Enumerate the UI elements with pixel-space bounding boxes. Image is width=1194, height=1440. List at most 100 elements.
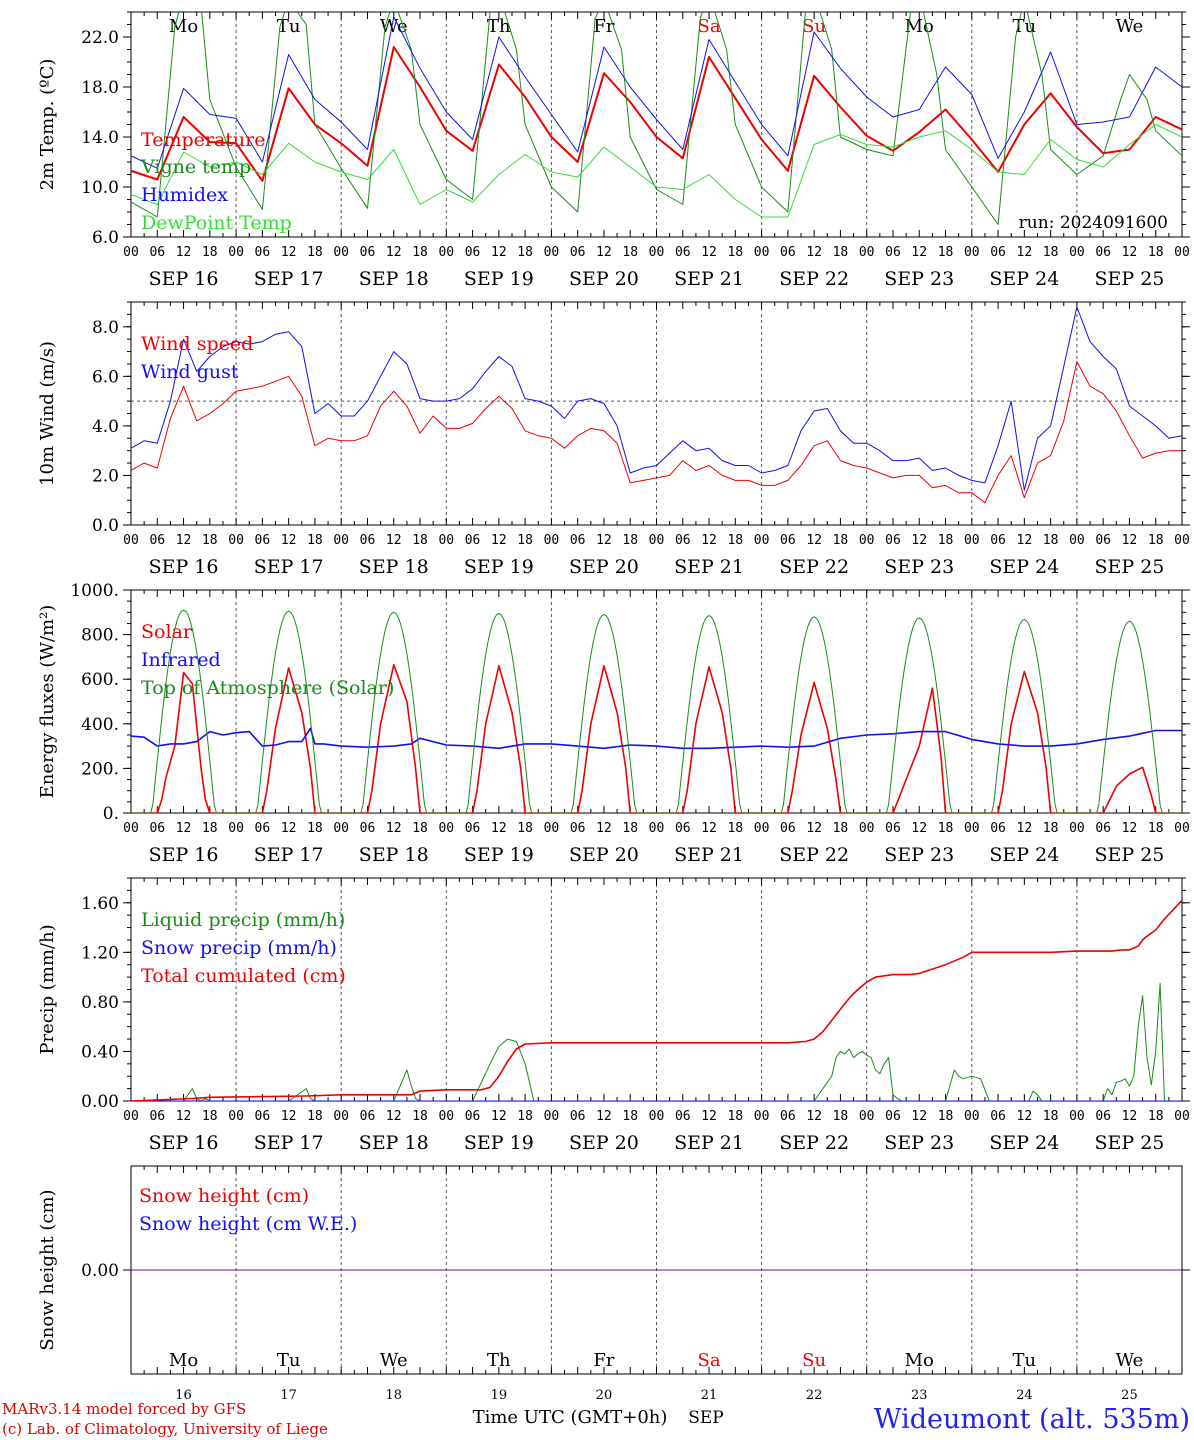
hour-tick-label: 06 bbox=[360, 245, 376, 260]
date-label: SEP 16 bbox=[149, 556, 219, 578]
hour-tick-label: 06 bbox=[149, 821, 165, 836]
hour-tick-label: 18 bbox=[727, 533, 743, 548]
hour-tick-label: 12 bbox=[386, 533, 402, 548]
hour-tick-label: 18 bbox=[202, 533, 218, 548]
date-label: SEP 17 bbox=[254, 844, 324, 866]
date-label: SEP 25 bbox=[1095, 1132, 1165, 1154]
hour-tick-label: 06 bbox=[990, 245, 1006, 260]
hour-tick-label: 18 bbox=[833, 821, 849, 836]
hour-tick-label: 06 bbox=[1095, 245, 1111, 260]
hour-tick-label: 12 bbox=[491, 245, 507, 260]
hour-tick-label: 00 bbox=[859, 821, 875, 836]
hour-tick-label: 06 bbox=[465, 533, 481, 548]
weekday-label: Tu bbox=[1013, 16, 1037, 37]
footer-month: SEP bbox=[688, 1408, 724, 1428]
hour-tick-label: 06 bbox=[360, 1109, 376, 1124]
hour-tick-label: 18 bbox=[1043, 1109, 1059, 1124]
y-tick-label: 22.0 bbox=[81, 28, 119, 48]
footer-axis-title: Time UTC (GMT+0h) bbox=[473, 1407, 668, 1428]
date-label: SEP 19 bbox=[464, 556, 534, 578]
weekday-label: Mo bbox=[169, 16, 198, 37]
hour-tick-label: 18 bbox=[833, 1109, 849, 1124]
hour-tick-label: 12 bbox=[176, 245, 192, 260]
weekday-label: Sa bbox=[698, 16, 721, 37]
y-tick-label: 0.80 bbox=[81, 993, 119, 1013]
hour-tick-label: 00 bbox=[1069, 533, 1085, 548]
hour-tick-label: 06 bbox=[675, 533, 691, 548]
hour-tick-label: 12 bbox=[491, 533, 507, 548]
y-tick-label: 0. bbox=[103, 804, 119, 824]
hour-tick-label: 06 bbox=[360, 533, 376, 548]
y-axis-label: 2m Temp. (ºC) bbox=[37, 59, 58, 191]
hour-tick-label: 06 bbox=[675, 821, 691, 836]
panel-2: 0.0 2.0 4.0 6.0 8.0 10m Wind (m/s) 00 06 12 18 00 0… bbox=[37, 301, 1190, 578]
series-group bbox=[131, 306, 1182, 504]
hour-tick-label: 12 bbox=[911, 821, 927, 836]
hour-tick-label: 06 bbox=[465, 1109, 481, 1124]
hour-tick-label: 18 bbox=[938, 821, 954, 836]
date-label: SEP 24 bbox=[989, 844, 1059, 866]
weekday-label: Th bbox=[487, 1350, 511, 1371]
y-tick-label: 1.20 bbox=[81, 943, 119, 963]
date-label: SEP 23 bbox=[884, 268, 954, 290]
hour-tick-label: 18 bbox=[727, 245, 743, 260]
hour-tick-label: 06 bbox=[885, 245, 901, 260]
hour-tick-label: 18 bbox=[622, 533, 638, 548]
date-label: SEP 22 bbox=[779, 268, 849, 290]
day-number-label: 25 bbox=[1121, 1388, 1138, 1403]
hour-tick-label: 06 bbox=[149, 533, 165, 548]
day-number-label: 20 bbox=[596, 1388, 613, 1403]
hour-tick-label: 00 bbox=[859, 245, 875, 260]
hour-tick-label: 12 bbox=[701, 1109, 717, 1124]
hour-tick-label: 00 bbox=[1069, 1109, 1085, 1124]
hour-tick-label: 12 bbox=[1122, 821, 1138, 836]
hour-tick-label: 00 bbox=[228, 1109, 244, 1124]
hour-tick-label: 12 bbox=[176, 533, 192, 548]
date-label: SEP 18 bbox=[359, 1132, 429, 1154]
hour-tick-label: 12 bbox=[1122, 245, 1138, 260]
hour-tick-label: 06 bbox=[780, 245, 796, 260]
y-tick-label: 1.60 bbox=[81, 894, 119, 914]
hour-tick-label: 06 bbox=[1095, 533, 1111, 548]
date-label: SEP 19 bbox=[464, 1132, 534, 1154]
hour-tick-label: 06 bbox=[885, 533, 901, 548]
y-tick-label: 0.00 bbox=[81, 1261, 119, 1281]
hour-tick-label: 12 bbox=[1017, 533, 1033, 548]
hour-tick-label: 00 bbox=[1069, 245, 1085, 260]
date-label: SEP 24 bbox=[989, 1132, 1059, 1154]
series-liquid-precip-mm-h- bbox=[131, 982, 1182, 1101]
hour-tick-label: 18 bbox=[1043, 533, 1059, 548]
hour-tick-label: 00 bbox=[754, 821, 770, 836]
hour-tick-label: 18 bbox=[202, 821, 218, 836]
legend-label: Top of Atmosphere (Solar) bbox=[141, 677, 394, 699]
series-vigne-temp bbox=[131, 12, 1182, 225]
hour-tick-label: 00 bbox=[333, 821, 349, 836]
series-humidex bbox=[131, 16, 1182, 169]
hour-tick-label: 18 bbox=[938, 533, 954, 548]
hour-tick-label: 00 bbox=[1174, 245, 1190, 260]
hour-tick-label: 18 bbox=[412, 1109, 428, 1124]
footer-copyright: (c) Lab. of Climatology, University of L… bbox=[2, 1420, 328, 1438]
day-number-label: 18 bbox=[385, 1388, 402, 1403]
series-temperature bbox=[131, 46, 1182, 182]
legend-label: Snow precip (mm/h) bbox=[141, 937, 337, 959]
hour-tick-label: 00 bbox=[438, 245, 454, 260]
hour-tick-label: 00 bbox=[754, 533, 770, 548]
date-label: SEP 24 bbox=[989, 268, 1059, 290]
hour-tick-label: 12 bbox=[281, 245, 297, 260]
date-label: SEP 20 bbox=[569, 268, 639, 290]
date-label: SEP 17 bbox=[254, 268, 324, 290]
hour-tick-label: 18 bbox=[517, 821, 533, 836]
hour-tick-label: 06 bbox=[885, 1109, 901, 1124]
hour-tick-label: 12 bbox=[281, 821, 297, 836]
y-tick-label: 800. bbox=[81, 626, 119, 646]
panels: 6.0 10.0 14.0 18.0 22.0 2m Temp. (ºC) 00 06 12 18… bbox=[37, 11, 1190, 1403]
hour-tick-label: 00 bbox=[228, 533, 244, 548]
date-label: SEP 18 bbox=[359, 556, 429, 578]
y-tick-label: 2.0 bbox=[92, 466, 119, 486]
legend-label: Snow height (cm W.E.) bbox=[139, 1213, 357, 1235]
hour-tick-label: 12 bbox=[1017, 245, 1033, 260]
hour-tick-label: 00 bbox=[1069, 821, 1085, 836]
hour-tick-label: 06 bbox=[570, 1109, 586, 1124]
hour-tick-label: 06 bbox=[149, 1109, 165, 1124]
